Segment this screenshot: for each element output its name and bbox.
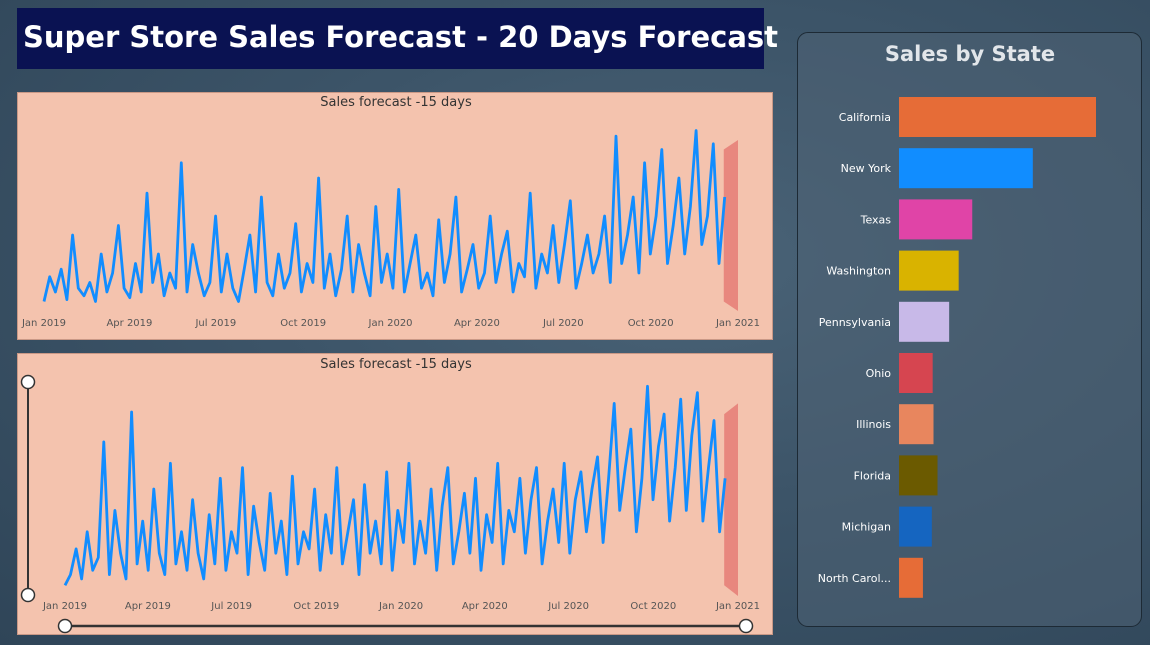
state-label: Pennsylvania	[819, 316, 891, 329]
x-zoom-handle-left[interactable]	[57, 618, 73, 634]
state-label: Florida	[854, 469, 891, 482]
sales-forecast-chart-2[interactable]: Sales forecast -15 days Jan 2019 Apr 2019 J…	[17, 353, 773, 635]
x-tick-label: Jan 2019	[21, 318, 66, 329]
y-zoom-handle-bottom[interactable]	[20, 587, 36, 603]
sales-forecast-chart-1[interactable]: Sales forecast -15 days Jan 2019 Apr 2019 J…	[17, 92, 773, 340]
x-tick-label: Oct 2020	[628, 318, 674, 329]
x-tick-label: Jan 2019	[42, 601, 87, 612]
state-bar[interactable]	[899, 250, 959, 291]
state-label: Michigan	[842, 521, 891, 534]
forecast-line-chart: Sales forecast -15 days Jan 2019 Apr 2019 J…	[21, 95, 760, 329]
state-bar[interactable]	[899, 97, 1096, 137]
state-bar[interactable]	[899, 148, 1033, 189]
state-label: Ohio	[866, 367, 892, 380]
x-tick-label: Jul 2020	[542, 318, 584, 329]
state-label: North Carol...	[818, 572, 891, 585]
x-tick-label: Apr 2019	[125, 601, 171, 612]
x-tick-label: Apr 2020	[462, 601, 508, 612]
sales-by-state-panel[interactable]: Sales by State California New York Texas Was…	[797, 32, 1142, 627]
x-tick-label: Jul 2019	[210, 601, 252, 612]
state-label: Illinois	[856, 418, 891, 431]
x-tick-label: Jan 2020	[378, 601, 423, 612]
page-title: Super Store Sales Forecast - 20 Days For…	[17, 8, 778, 69]
state-bar[interactable]	[899, 455, 938, 496]
x-tick-label: Apr 2020	[454, 318, 500, 329]
y-zoom-handle-top[interactable]	[20, 374, 36, 390]
state-bar[interactable]	[899, 353, 933, 393]
state-label: New York	[841, 162, 892, 175]
forecast-band	[723, 140, 738, 311]
sales-series-line[interactable]	[63, 384, 727, 586]
sales-by-state-bar-chart: Sales by State California New York Texas Was…	[818, 42, 1096, 598]
forecast-band	[724, 403, 738, 596]
state-label: Texas	[860, 213, 892, 226]
x-zoom-handle-right[interactable]	[738, 618, 754, 634]
x-tick-label: Jan 2020	[368, 318, 413, 329]
state-bar[interactable]	[899, 199, 973, 240]
forecast-line-chart: Sales forecast -15 days Jan 2019 Apr 2019 J…	[20, 357, 760, 634]
x-tick-label: Jul 2019	[194, 318, 236, 329]
chart-title: Sales forecast -15 days	[320, 95, 472, 110]
state-label: California	[839, 111, 891, 124]
state-bar[interactable]	[899, 557, 923, 598]
x-tick-label: Oct 2019	[293, 601, 339, 612]
x-tick-label: Oct 2020	[630, 601, 676, 612]
x-tick-label: Apr 2019	[106, 318, 152, 329]
state-bar[interactable]	[899, 506, 932, 547]
x-tick-label: Jul 2020	[547, 601, 589, 612]
x-tick-label: Oct 2019	[280, 318, 326, 329]
state-bar[interactable]	[899, 404, 934, 445]
state-bar[interactable]	[899, 301, 950, 342]
chart-title: Sales forecast -15 days	[320, 357, 472, 372]
x-tick-label: Jan 2021	[715, 601, 760, 612]
sales-series-line[interactable]	[42, 129, 727, 303]
chart-title: Sales by State	[885, 42, 1055, 66]
state-label: Washington	[826, 265, 891, 278]
x-tick-label: Jan 2021	[715, 318, 760, 329]
